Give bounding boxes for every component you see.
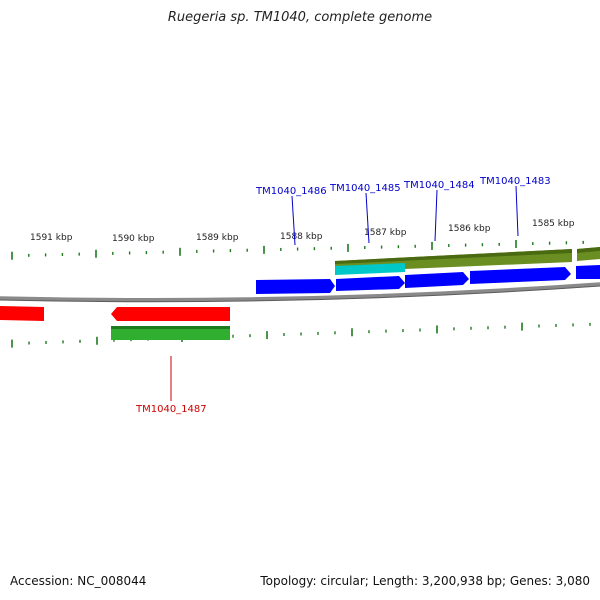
gene-label-tm1040-1483[interactable]: TM1040_1483 xyxy=(479,176,551,187)
lower-tick-track xyxy=(11,322,591,348)
gene-arrow-offscreen-right[interactable] xyxy=(576,265,600,279)
green-feature-band-highlight xyxy=(111,326,230,329)
accession-label: Accession: NC_008044 xyxy=(10,574,147,588)
green-feature-band[interactable] xyxy=(111,326,230,340)
gene-label-tm1040-1484[interactable]: TM1040_1484 xyxy=(403,180,475,191)
scale-label: 1589 kbp xyxy=(196,233,239,243)
cyan-feature-band[interactable] xyxy=(335,263,405,275)
scale-label: 1591 kbp xyxy=(30,233,73,243)
gene-label-tm1040-1485[interactable]: TM1040_1485 xyxy=(329,183,401,194)
scale-label: 1590 kbp xyxy=(112,234,155,244)
gene-label-leader-line xyxy=(291,195,296,246)
gene-label-leader-line xyxy=(434,189,438,242)
gene-label-tm1040-1486[interactable]: TM1040_1486 xyxy=(255,186,327,197)
genome-backbone-shade xyxy=(0,285,600,303)
upper-tick-track xyxy=(11,239,584,260)
gene-arrow-tm1040-1486[interactable] xyxy=(256,279,335,294)
topology-label: Topology: circular; Length: 3,200,938 bp… xyxy=(260,574,590,588)
gene-label-leader-line xyxy=(365,192,370,244)
genome-title: Ruegeria sp. TM1040, complete genome xyxy=(167,10,433,25)
gene-arrow-tm1040-1485[interactable] xyxy=(336,276,405,291)
scale-label: 1587 kbp xyxy=(364,228,407,238)
scale-label: 1586 kbp xyxy=(448,224,491,234)
gene-arrow-tm1040-1487[interactable] xyxy=(111,307,230,321)
genome-backbone xyxy=(0,282,600,302)
gene-arrow-tm1040-1484[interactable] xyxy=(405,272,469,288)
gene-label-tm1040-1487[interactable]: TM1040_1487 xyxy=(135,404,207,415)
gene-arrow-tm1040-1483[interactable] xyxy=(470,267,571,284)
olive-feature-band-highlight xyxy=(335,249,572,264)
olive-feature-band-right-highlight xyxy=(577,247,600,253)
gene-label-leader-line xyxy=(515,185,519,237)
scale-label: 1585 kbp xyxy=(532,219,575,229)
scale-label: 1588 kbp xyxy=(280,232,323,242)
gene-arrow-offscreen-left[interactable] xyxy=(0,306,44,321)
